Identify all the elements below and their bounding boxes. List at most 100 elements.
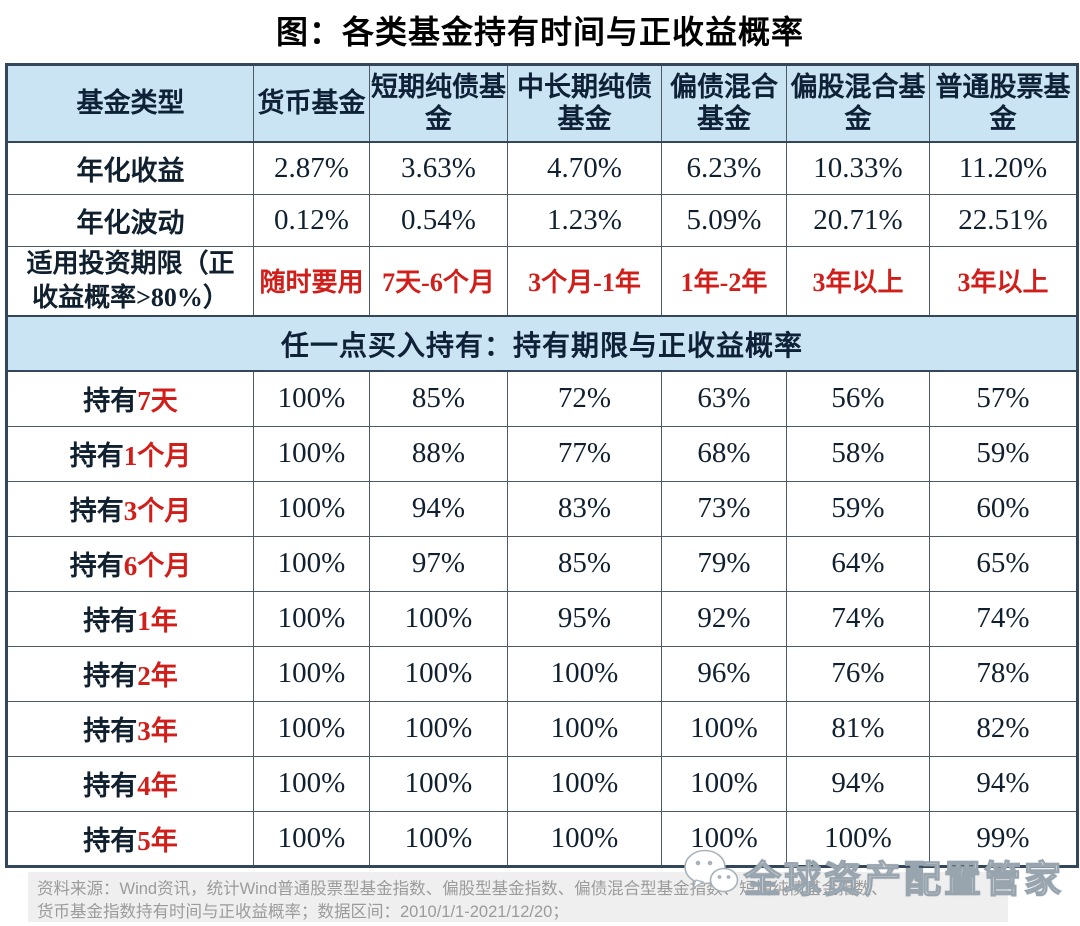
table-header-row: 基金类型 货币基金 短期纯债基金 中长期纯债基金 偏债混合基金 偏股混合基金 普… bbox=[6, 64, 1078, 143]
table-cell: 6.23% bbox=[661, 141, 787, 195]
table-cell: 95% bbox=[507, 590, 662, 647]
table-cell: 65% bbox=[929, 535, 1078, 592]
table-cell: 4.70% bbox=[507, 141, 662, 195]
table-cell: 77% bbox=[507, 425, 662, 482]
row-label-red: 2年 bbox=[137, 661, 178, 691]
table-row: 任一点买入持有：持有期限与正收益概率 bbox=[6, 315, 1078, 372]
table-cell: 1.23% bbox=[507, 193, 662, 247]
table-cell: 11.20% bbox=[929, 141, 1078, 195]
table-cell: 96% bbox=[661, 645, 787, 702]
column-header-short-bond-fund: 短期纯债基金 bbox=[369, 64, 508, 143]
source-note-line2: 货币基金指数持有时间与正收益概率；数据区间：2010/1/1-2021/12/2… bbox=[37, 903, 569, 922]
table-cell: 88% bbox=[369, 425, 508, 482]
table-cell: 3个月-1年 bbox=[507, 245, 662, 317]
row-label-black: 持有 bbox=[69, 496, 124, 526]
table-cell: 3.63% bbox=[369, 141, 508, 195]
row-label: 年化收益 bbox=[6, 141, 254, 195]
fund-probability-table: 基金类型 货币基金 短期纯债基金 中长期纯债基金 偏债混合基金 偏股混合基金 普… bbox=[5, 63, 1079, 868]
table-cell: 100% bbox=[253, 425, 370, 482]
row-label: 持有1年 bbox=[6, 590, 254, 647]
row-label: 持有2年 bbox=[6, 645, 254, 702]
table-cell: 2.87% bbox=[253, 141, 370, 195]
row-label: 持有6个月 bbox=[6, 535, 254, 592]
table-cell: 56% bbox=[786, 370, 930, 427]
row-label-red: 5年 bbox=[137, 825, 178, 856]
table-cell: 7天-6个月 bbox=[369, 245, 508, 317]
table-cell: 100% bbox=[507, 700, 662, 757]
table-cell: 76% bbox=[786, 645, 930, 702]
column-header-money-fund: 货币基金 bbox=[253, 64, 370, 143]
table-cell: 58% bbox=[786, 425, 930, 482]
row-label-black: 持有 bbox=[69, 441, 124, 471]
page-title: 图：各类基金持有时间与正收益概率 bbox=[275, 14, 804, 50]
table-cell: 0.54% bbox=[369, 193, 508, 247]
table-cell: 100% bbox=[369, 810, 508, 867]
table-cell: 74% bbox=[929, 590, 1078, 647]
column-header-equity-biased-hybrid-fund: 偏股混合基金 bbox=[786, 64, 930, 143]
table-cell: 85% bbox=[507, 535, 662, 592]
row-label-black: 持有 bbox=[83, 716, 138, 746]
table-cell: 100% bbox=[253, 480, 370, 537]
row-label-red: 3个月 bbox=[123, 496, 192, 526]
row-label-red: 3年 bbox=[137, 716, 178, 746]
table-cell: 100% bbox=[507, 810, 662, 867]
table-cell: 94% bbox=[929, 755, 1078, 812]
table-cell: 100% bbox=[507, 755, 662, 812]
table-cell: 72% bbox=[507, 370, 662, 427]
table-cell: 81% bbox=[786, 700, 930, 757]
table-cell: 1年-2年 bbox=[661, 245, 787, 317]
table-row: 持有1年 100% 100% 95% 92% 74% 74% bbox=[6, 590, 1078, 647]
column-header-mid-long-bond-fund: 中长期纯债基金 bbox=[507, 64, 662, 143]
table-cell: 100% bbox=[661, 700, 787, 757]
row-label-black: 持有 bbox=[83, 771, 138, 801]
row-label-black: 持有 bbox=[83, 661, 138, 691]
table-cell: 79% bbox=[661, 535, 787, 592]
row-label-black: 持有 bbox=[83, 386, 138, 417]
table-row: 适用投资期限（正收益概率>80%） 随时要用 7天-6个月 3个月-1年 1年-2年 3年… bbox=[6, 245, 1078, 317]
row-label: 持有7天 bbox=[6, 370, 254, 427]
row-label-red: 1个月 bbox=[123, 441, 192, 471]
table-cell: 100% bbox=[253, 535, 370, 592]
table-row: 持有2年 100% 100% 100% 96% 76% 78% bbox=[6, 645, 1078, 702]
source-note-line1: 资料来源：Wind资讯，统计Wind普通股票型基金指数、偏股型基金指数、偏债混合… bbox=[37, 880, 888, 898]
row-label-black: 持有 bbox=[83, 606, 138, 636]
table-cell: 94% bbox=[786, 755, 930, 812]
table-cell: 100% bbox=[369, 755, 508, 812]
table-cell: 94% bbox=[369, 480, 508, 537]
row-label: 持有5年 bbox=[6, 810, 254, 867]
row-label: 持有1个月 bbox=[6, 425, 254, 482]
table-cell: 99% bbox=[929, 810, 1078, 867]
section-header: 任一点买入持有：持有期限与正收益概率 bbox=[6, 315, 1078, 372]
table-cell: 63% bbox=[661, 370, 787, 427]
table-row: 持有3个月 100% 94% 83% 73% 59% 60% bbox=[6, 480, 1078, 537]
table-cell: 60% bbox=[929, 480, 1078, 537]
row-label: 持有4年 bbox=[6, 755, 254, 812]
table-row: 持有4年 100% 100% 100% 100% 94% 94% bbox=[6, 755, 1078, 812]
table-cell: 68% bbox=[661, 425, 787, 482]
table-row: 持有7天 100% 85% 72% 63% 56% 57% bbox=[6, 370, 1078, 427]
row-label-red: 6个月 bbox=[123, 551, 192, 581]
row-label-red: 1年 bbox=[137, 606, 178, 636]
table-cell: 92% bbox=[661, 590, 787, 647]
table-cell: 100% bbox=[253, 370, 370, 427]
column-header-fund-type: 基金类型 bbox=[6, 64, 254, 143]
table-cell: 64% bbox=[786, 535, 930, 592]
table-cell: 100% bbox=[253, 590, 370, 647]
table-cell: 73% bbox=[661, 480, 787, 537]
table-row: 持有6个月 100% 97% 85% 79% 64% 65% bbox=[6, 535, 1078, 592]
source-note: 资料来源：Wind资讯，统计Wind普通股票型基金指数、偏股型基金指数、偏债混合… bbox=[28, 872, 1008, 922]
table-row: 持有5年 100% 100% 100% 100% 100% 99% bbox=[6, 810, 1078, 867]
table-cell: 3年以上 bbox=[929, 245, 1078, 317]
table-cell: 100% bbox=[369, 700, 508, 757]
table-cell: 100% bbox=[661, 755, 787, 812]
table-row: 持有3年 100% 100% 100% 100% 81% 82% bbox=[6, 700, 1078, 757]
table-row: 年化波动 0.12% 0.54% 1.23% 5.09% 20.71% 22.51% bbox=[6, 193, 1078, 247]
table-cell: 59% bbox=[786, 480, 930, 537]
row-label-black: 持有 bbox=[69, 551, 124, 581]
table-cell: 100% bbox=[253, 810, 370, 867]
row-label: 适用投资期限（正收益概率>80%） bbox=[6, 245, 254, 317]
table-cell: 随时要用 bbox=[253, 245, 370, 317]
table-row: 年化收益 2.87% 3.63% 4.70% 6.23% 10.33% 11.20% bbox=[6, 141, 1078, 195]
table-cell: 5.09% bbox=[661, 193, 787, 247]
